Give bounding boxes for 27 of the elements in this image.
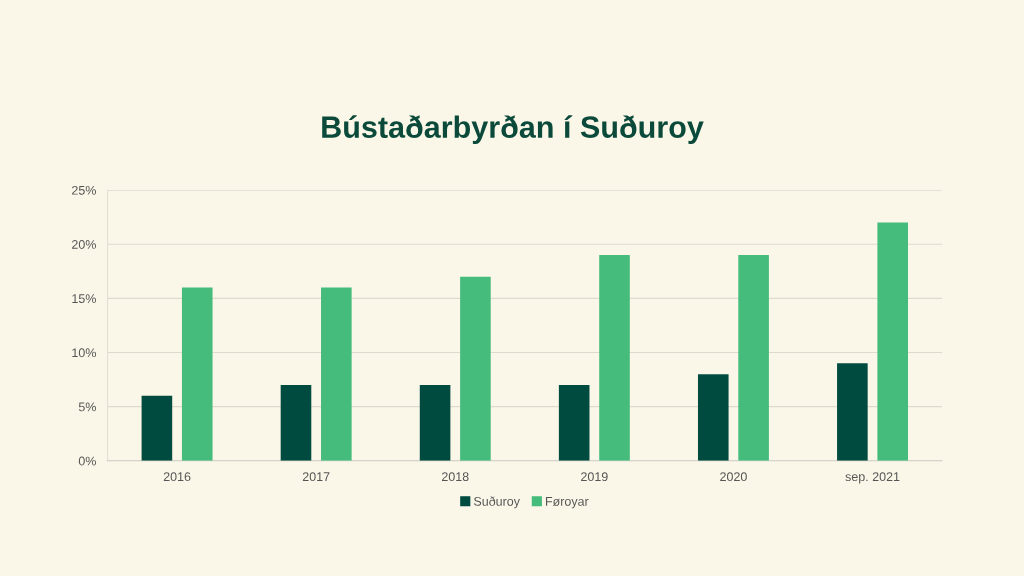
- x-tick-label: 2017: [302, 472, 330, 482]
- bar: [419, 385, 451, 461]
- bar: [280, 385, 312, 461]
- y-tick-label: 10%: [72, 348, 96, 358]
- x-tick-label: sep. 2021: [845, 472, 900, 484]
- bar: [141, 395, 173, 461]
- bar: [877, 222, 908, 461]
- bar: [181, 287, 213, 461]
- y-tick-label: 20%: [72, 240, 96, 249]
- bar: [321, 287, 352, 461]
- y-tick-label: 15%: [72, 294, 96, 304]
- bar: [697, 374, 729, 461]
- legend-label: Suðuroy: [473, 496, 520, 509]
- x-tick-label: 2019: [581, 472, 608, 482]
- bar: [738, 255, 769, 461]
- x-tick-label: 2016: [163, 472, 191, 482]
- x-tick-label: 2018: [441, 472, 469, 482]
- bar: [558, 385, 590, 461]
- legend-label: Føroyar: [545, 497, 589, 509]
- y-tick-label: 0%: [78, 456, 96, 466]
- x-tick-label: 2020: [720, 472, 747, 482]
- y-tick-label: 5%: [78, 402, 96, 412]
- bar: [599, 255, 630, 461]
- chart-title: Bústaðarbyrðan í Suðuroy: [322, 115, 704, 144]
- y-tick-label: 25%: [72, 185, 96, 195]
- bar: [837, 363, 868, 461]
- bar: [460, 276, 491, 461]
